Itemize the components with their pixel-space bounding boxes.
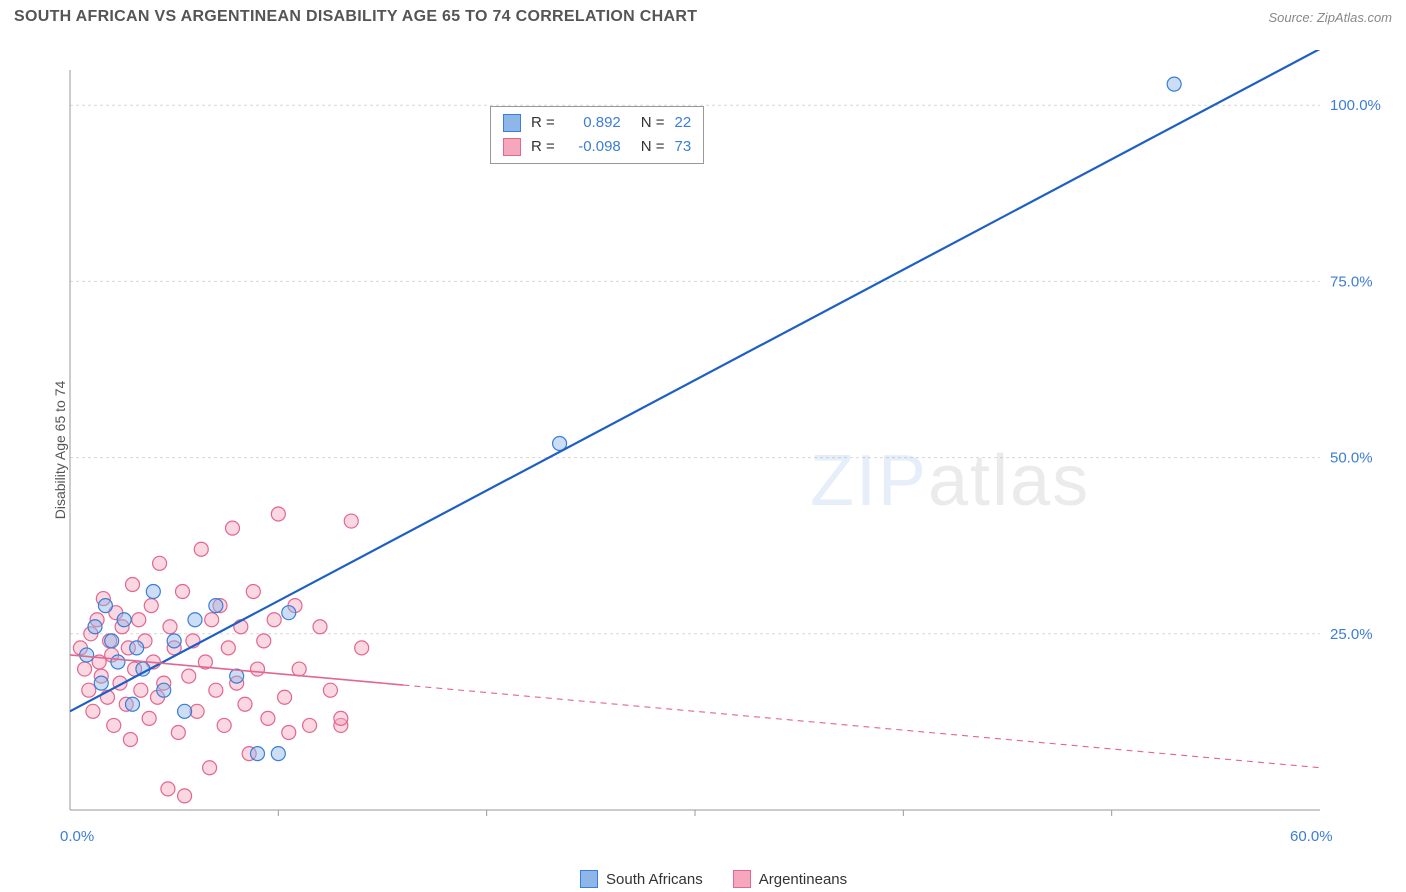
chart-title: SOUTH AFRICAN VS ARGENTINEAN DISABILITY … <box>14 8 697 26</box>
chart-header: SOUTH AFRICAN VS ARGENTINEAN DISABILITY … <box>0 0 1406 30</box>
legend-n-label: N = <box>641 135 665 159</box>
legend-item: Argentineans <box>733 870 847 888</box>
svg-text:75.0%: 75.0% <box>1330 273 1373 290</box>
legend-label: Argentineans <box>759 871 847 888</box>
legend-swatch <box>503 114 521 132</box>
svg-text:50.0%: 50.0% <box>1330 450 1373 467</box>
legend-swatch <box>503 138 521 156</box>
legend-r-value: 0.892 <box>565 111 621 135</box>
legend-item: South Africans <box>580 870 703 888</box>
scatter-chart: 25.0% 50.0% 75.0% 100.0% <box>50 50 1390 850</box>
chart-source: Source: ZipAtlas.com <box>1268 10 1392 25</box>
legend-row: R = -0.098 N = 73 <box>503 135 691 159</box>
svg-text:100.0%: 100.0% <box>1330 97 1381 114</box>
legend-row: R = 0.892 N = 22 <box>503 111 691 135</box>
legend-r-label: R = <box>531 135 555 159</box>
legend-swatch <box>733 870 751 888</box>
y-axis-label: Disability Age 65 to 74 <box>52 381 68 520</box>
legend-n-value: 73 <box>675 135 692 159</box>
chart-container: Disability Age 65 to 74 25.0% 50.0% 75.0% 1… <box>50 50 1390 850</box>
x-axis-min-label: 0.0% <box>60 828 94 845</box>
x-axis-max-label: 60.0% <box>1290 828 1333 845</box>
correlation-legend: R = 0.892 N = 22 R = -0.098 N = 73 <box>490 106 704 164</box>
legend-swatch <box>580 870 598 888</box>
legend-label: South Africans <box>606 871 703 888</box>
legend-n-value: 22 <box>675 111 692 135</box>
legend-r-value: -0.098 <box>565 135 621 159</box>
legend-n-label: N = <box>641 111 665 135</box>
series-legend: South Africans Argentineans <box>580 870 847 888</box>
svg-text:25.0%: 25.0% <box>1330 626 1373 643</box>
legend-r-label: R = <box>531 111 555 135</box>
